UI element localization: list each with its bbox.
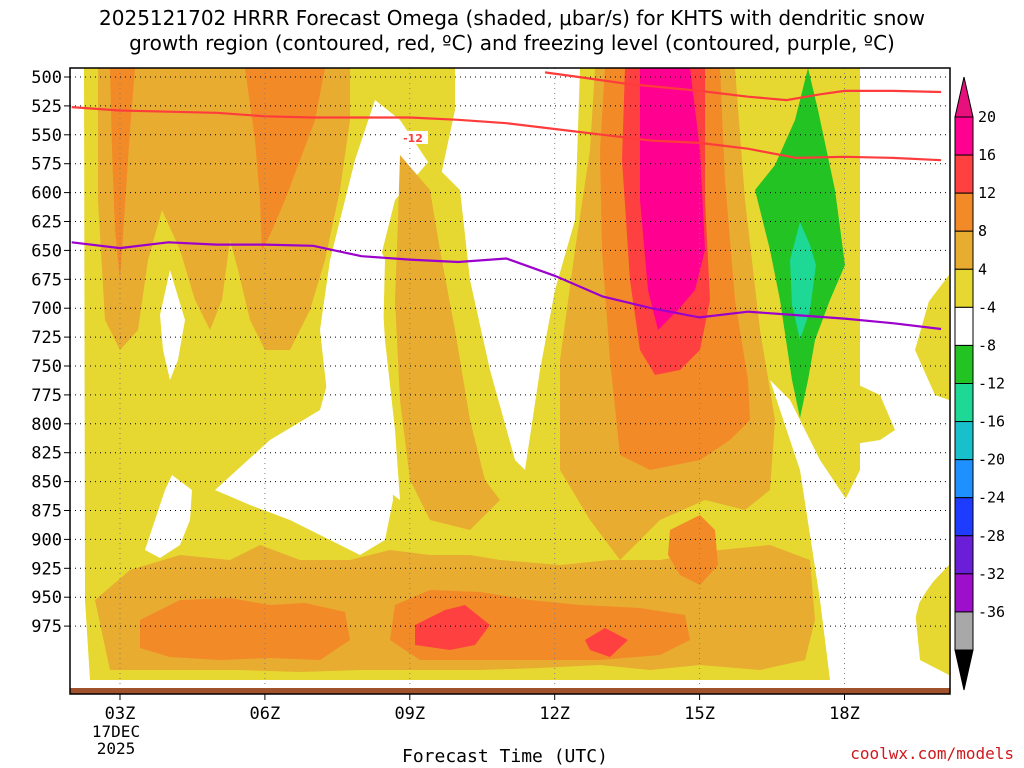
ytick-label-750: 750 [31,357,62,377]
ytick-label-775: 775 [31,386,62,406]
ytick-label-600: 600 [31,184,62,204]
colorbar-swatch-5 [954,306,974,346]
omega-8-12-mid-a [395,155,500,530]
xtick-year: 2025 [97,739,136,758]
colorbar-label-7: -12 [978,375,1005,393]
ytick-label-550: 550 [31,126,62,146]
colorbar-label-12: -32 [978,565,1005,583]
omega-hole-e [860,68,949,355]
chart-title-line1: 2025121702 HRRR Forecast Omega (shaded, … [99,6,925,30]
colorbar-swatch-9 [954,459,974,499]
colorbar-swatch-11 [954,535,974,575]
credit: coolwx.com/models [850,744,1014,763]
colorbar-label-0: 20 [978,108,996,126]
xtick-label-03Z: 03Z [105,704,136,724]
ytick-label-825: 825 [31,444,62,464]
ytick-label-525: 525 [31,97,62,117]
omega-minus-8-12 [790,222,816,340]
xtick-label-09Z: 09Z [394,704,425,724]
omega-12-16-bottom-a [140,598,350,660]
ytick-label-925: 925 [31,559,62,579]
omega-hole-c [455,68,545,380]
ytick-label-975: 975 [31,617,62,637]
colorbar-swatch-0 [954,116,974,156]
xtick-label-12Z: 12Z [539,704,570,724]
plot-frame [69,67,951,695]
colorbar-top-arrow [954,76,974,118]
chart-title-line2: growth region (contoured, red, ºC) and f… [129,31,895,55]
colorbar-swatch-4 [954,268,974,308]
ytick-label-575: 575 [31,155,62,175]
omega-4-8-right-c [915,565,949,675]
omega-hole-f [830,450,949,680]
colorbar-label-4: 4 [978,260,987,278]
colorbar: 20 16 12 8 4 -4 -8 -12 -16 -20 -24 -28 -32 -36 [954,76,1005,691]
colorbar-label-6: -8 [978,336,996,354]
ytick-label-850: 850 [31,473,62,493]
ytick-label-950: 950 [31,588,62,608]
xtick-label-06Z: 06Z [250,704,281,724]
colorbar-swatch-13 [954,611,974,651]
omega-hole-d [215,200,393,555]
dendritic-contour-lower [71,106,942,162]
xtick-date: 17DEC [92,722,140,741]
colorbar-swatch-7 [954,383,974,423]
colorbar-swatch-1 [954,154,974,194]
colorbar-swatch-12 [954,573,974,613]
colorbar-swatch-10 [954,497,974,537]
x-axis-label: Forecast Time (UTC) [402,746,608,767]
xtick-label-18Z: 18Z [829,704,860,724]
omega-hole-a [160,270,185,380]
ytick-label-800: 800 [31,415,62,435]
colorbar-label-9: -20 [978,451,1005,469]
colorbar-label-2: 12 [978,184,996,202]
ytick-label-675: 675 [31,270,62,290]
y-axis: 500 525 550 575 600 625 650 675 700 725 750 775 800 8… [31,68,70,637]
ytick-label-725: 725 [31,328,62,348]
colorbar-swatch-8 [954,421,974,461]
omega-16-20-bottom-b [585,628,628,657]
contour-label-minus12: -12 [403,132,423,145]
ytick-label-900: 900 [31,530,62,550]
omega-12-16-top-a [110,68,135,280]
omega-4-8-right-b [915,270,949,400]
ytick-label-625: 625 [31,213,62,233]
colorbar-label-13: -36 [978,603,1005,621]
colorbar-label-8: -16 [978,413,1005,431]
omega-4-8-right-a [848,380,895,445]
ytick-label-500: 500 [31,68,62,88]
omega-16-20-bottom-a [415,605,490,650]
colorbar-label-1: 16 [978,146,996,164]
grid [70,68,950,690]
colorbar-label-10: -24 [978,489,1005,507]
dendritic-contour-upper [544,71,942,102]
colorbar-swatch-6 [954,344,974,384]
colorbar-bottom-arrow [954,649,974,691]
xtick-label-15Z: 15Z [684,704,715,724]
contours [71,71,942,331]
colorbar-label-3: 8 [978,222,987,240]
ytick-label-875: 875 [31,502,62,522]
chart-title: 2025121702 HRRR Forecast Omega (shaded, … [0,6,1024,56]
freezing-level-contour [71,241,942,331]
contour-label-group: -12 [398,131,428,145]
colorbar-swatch-2 [954,192,974,232]
ground-strip [70,688,950,694]
ytick-label-650: 650 [31,241,62,261]
omega-above-20 [640,68,705,330]
colorbar-swatch-3 [954,230,974,270]
colorbar-label-5: -4 [978,298,996,316]
colorbar-label-11: -28 [978,527,1005,545]
omega-12-16-mid [668,515,718,585]
ytick-label-700: 700 [31,299,62,319]
omega-field [70,68,950,690]
contour-label-bg [398,131,428,144]
omega-hole-b [145,475,192,558]
